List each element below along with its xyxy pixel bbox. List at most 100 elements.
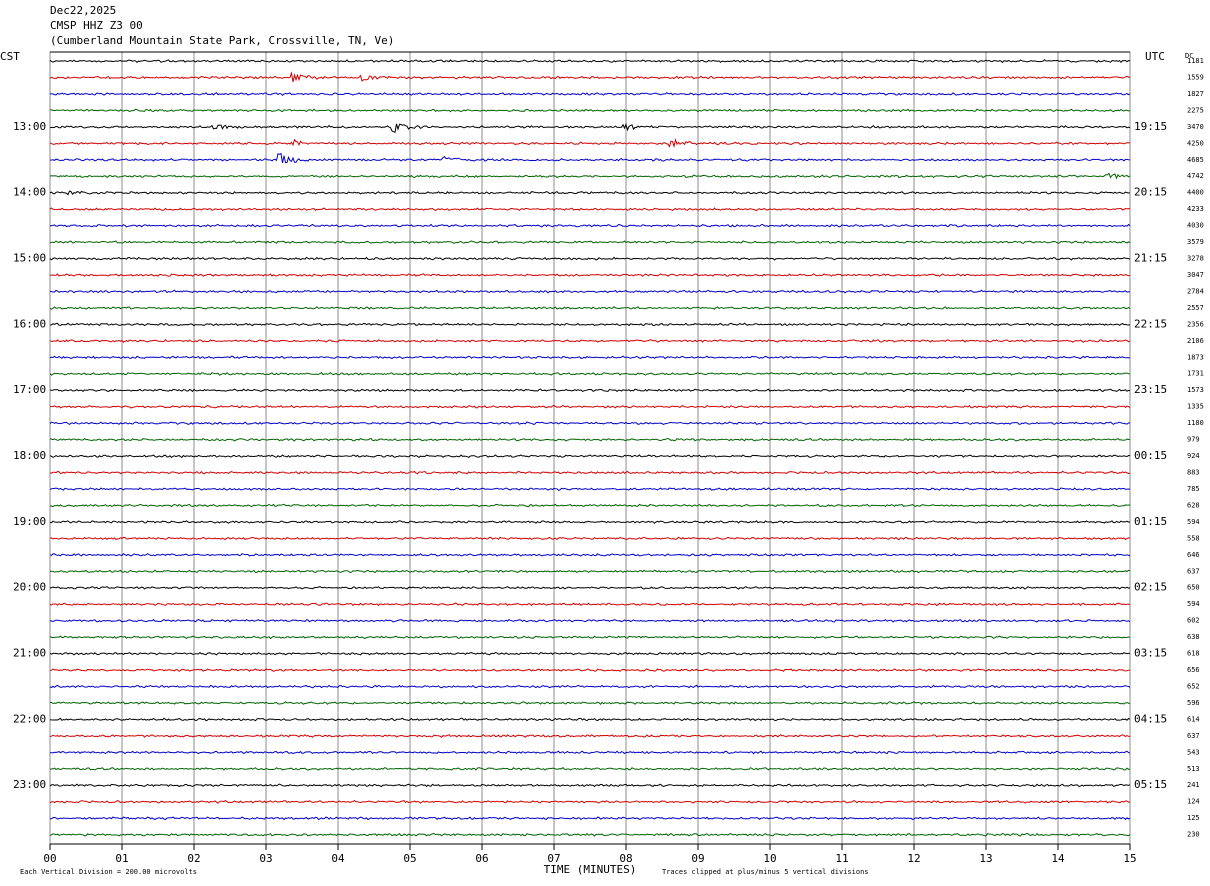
seismic-trace xyxy=(49,371,1131,376)
right-hour-label: 21:15 xyxy=(1134,252,1167,265)
dc-offset-label: 1181 xyxy=(1187,57,1204,65)
right-hour-label: 20:15 xyxy=(1134,186,1167,199)
seismic-trace xyxy=(49,651,1131,656)
right-hour-label: 02:15 xyxy=(1134,581,1167,594)
minute-grid xyxy=(49,51,1131,850)
seismic-trace xyxy=(49,421,1131,426)
trace-group xyxy=(49,59,1131,837)
station-code: CMSP HHZ Z3 00 xyxy=(50,19,143,32)
right-hour-label: 04:15 xyxy=(1134,712,1167,725)
seismic-trace xyxy=(49,172,1131,180)
dc-offset-label: 4233 xyxy=(1187,205,1204,213)
dc-offset-label: 883 xyxy=(1187,469,1200,477)
seismic-trace xyxy=(49,618,1131,623)
seismic-trace xyxy=(49,256,1131,261)
dc-offset-label: 924 xyxy=(1187,452,1200,460)
x-tick-label: 13 xyxy=(979,852,992,865)
dc-offset-label: 594 xyxy=(1187,600,1200,608)
dc-offset-label: 558 xyxy=(1187,534,1200,542)
dc-offset-label: 1827 xyxy=(1187,90,1204,98)
dc-offset-label: 1573 xyxy=(1187,386,1204,394)
dc-offset-label: 594 xyxy=(1187,518,1200,526)
seismic-trace xyxy=(49,668,1131,672)
left-hour-label: 15:00 xyxy=(13,252,46,265)
seismic-trace xyxy=(49,586,1131,590)
x-tick-label: 07 xyxy=(547,852,560,865)
clip-note: Traces clipped at plus/minus 5 vertical … xyxy=(662,868,869,876)
left-hour-label: 13:00 xyxy=(13,120,46,133)
x-tick-label: 05 xyxy=(403,852,416,865)
seismic-trace xyxy=(49,404,1131,409)
x-tick-label: 15 xyxy=(1123,852,1136,865)
seismic-trace xyxy=(49,59,1131,64)
dc-offset-label: 241 xyxy=(1187,781,1200,789)
dc-offset-label: 3470 xyxy=(1187,123,1204,131)
seismic-trace xyxy=(49,684,1131,689)
seismic-trace xyxy=(49,503,1131,508)
right-hour-label: 05:15 xyxy=(1134,778,1167,791)
seismic-trace xyxy=(49,152,1131,164)
dc-column-label: DC xyxy=(1185,52,1193,60)
x-axis-title: TIME (MINUTES) xyxy=(544,863,637,876)
left-timezone-label: CST xyxy=(0,50,20,63)
dc-offset-label: 2557 xyxy=(1187,304,1204,312)
left-hour-label: 19:00 xyxy=(13,515,46,528)
left-hour-label: 21:00 xyxy=(13,647,46,660)
right-hour-label: 03:15 xyxy=(1134,647,1167,660)
dc-offset-label: 4400 xyxy=(1187,189,1204,197)
x-tick-label: 06 xyxy=(475,852,488,865)
seismic-trace xyxy=(49,816,1131,821)
seismic-trace xyxy=(49,322,1131,327)
dc-offset-label: 3047 xyxy=(1187,271,1204,279)
left-hour-label: 16:00 xyxy=(13,317,46,330)
dc-offset-label: 652 xyxy=(1187,682,1200,690)
x-tick-label: 14 xyxy=(1051,852,1065,865)
dc-offset-label: 2356 xyxy=(1187,320,1204,328)
dc-offset-label: 2106 xyxy=(1187,337,1204,345)
seismic-trace xyxy=(49,207,1131,212)
seismic-trace xyxy=(49,487,1131,491)
dc-offset-label: 230 xyxy=(1187,831,1200,839)
dc-offset-label: 646 xyxy=(1187,551,1200,559)
x-tick-label: 12 xyxy=(907,852,920,865)
seismic-trace xyxy=(49,750,1131,755)
seismic-trace xyxy=(49,553,1131,557)
dc-offset-label: 2275 xyxy=(1187,106,1204,114)
x-tick-label: 04 xyxy=(331,852,345,865)
dc-offset-label: 124 xyxy=(1187,798,1200,806)
seismic-trace xyxy=(49,569,1131,574)
x-tick-label: 02 xyxy=(187,852,200,865)
x-tick-label: 01 xyxy=(115,852,128,865)
right-hour-label: 19:15 xyxy=(1134,120,1167,133)
axis-labels: CST UTC DC TIME (MINUTES) Each Vertical … xyxy=(0,50,1204,876)
dc-offset-label: 638 xyxy=(1187,633,1200,641)
seismic-trace xyxy=(49,783,1131,788)
left-hour-label: 18:00 xyxy=(13,449,46,462)
dc-offset-label: 602 xyxy=(1187,617,1200,625)
seismic-trace xyxy=(49,108,1131,113)
right-hour-label: 22:15 xyxy=(1134,317,1167,330)
right-hour-label: 01:15 xyxy=(1134,515,1167,528)
seismic-trace xyxy=(49,92,1131,96)
dc-offset-label: 3278 xyxy=(1187,255,1204,263)
right-hour-label: 00:15 xyxy=(1134,449,1167,462)
seismic-trace xyxy=(49,223,1131,228)
dc-offset-label: 4742 xyxy=(1187,172,1204,180)
dc-offset-label: 650 xyxy=(1187,584,1200,592)
dc-offset-label: 614 xyxy=(1187,715,1200,723)
record-date: Dec22,2025 xyxy=(50,4,117,17)
seismic-trace xyxy=(49,520,1131,524)
dc-offset-label: 637 xyxy=(1187,732,1200,740)
seismic-trace xyxy=(49,454,1131,459)
station-location: (Cumberland Mountain State Park, Crossvi… xyxy=(50,34,395,47)
dc-offset-label: 1559 xyxy=(1187,73,1204,81)
dc-offset-label: 4030 xyxy=(1187,222,1204,230)
seismic-trace xyxy=(49,289,1131,294)
seismic-trace xyxy=(49,273,1131,277)
left-hour-label: 20:00 xyxy=(13,581,46,594)
dc-offset-label: 979 xyxy=(1187,436,1200,444)
dc-offset-label: 4250 xyxy=(1187,139,1204,147)
seismic-trace xyxy=(49,71,1131,83)
seismic-trace xyxy=(49,536,1131,541)
dc-offset-label: 2784 xyxy=(1187,287,1204,295)
